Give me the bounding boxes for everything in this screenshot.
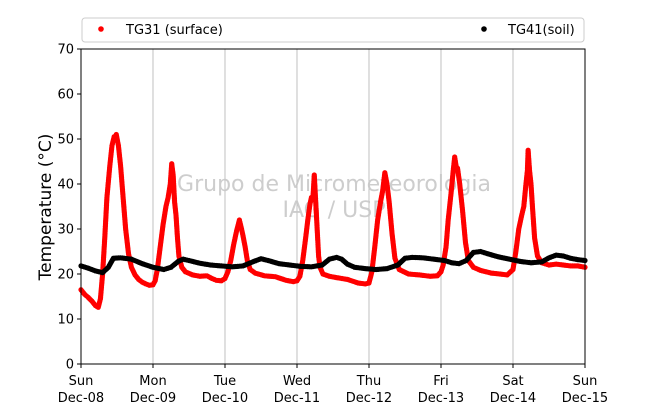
- x-axis: Sun Dec-08 Mon Dec-09 Tue Dec-10 Wed Dec-11 Thu D…: [58, 364, 608, 406]
- plot-frame: [80, 48, 586, 365]
- y-tick-label: 40: [57, 178, 74, 193]
- x-tick-date: Dec-12: [346, 391, 392, 406]
- legend-marker-soil: [481, 26, 487, 32]
- x-tick-date: Dec-08: [58, 391, 104, 406]
- watermark-line: IAG / USP: [283, 198, 386, 223]
- x-tick-day: Wed: [283, 374, 311, 389]
- series-layer: [78, 131, 588, 310]
- x-tick-date: Dec-09: [130, 391, 176, 406]
- series-soil: [78, 248, 588, 276]
- y-tick-label: 10: [57, 313, 74, 328]
- grid: [152, 49, 514, 364]
- x-tick-date: Dec-10: [202, 391, 248, 406]
- y-tick-label: 70: [57, 43, 74, 58]
- x-tick-date: Dec-14: [490, 391, 536, 406]
- x-tick-day: Sat: [502, 374, 523, 389]
- x-tick-day: Tue: [213, 374, 236, 389]
- legend-marker-surface: [98, 26, 104, 32]
- x-tick-day: Fri: [433, 374, 449, 389]
- x-tick-day: Thu: [356, 374, 381, 389]
- x-tick-date: Dec-13: [418, 391, 464, 406]
- y-axis-label: Temperature (°C): [36, 134, 56, 282]
- y-tick-label: 30: [57, 223, 74, 238]
- legend-label-surface: TG31 (surface): [125, 23, 223, 38]
- x-tick-date: Dec-11: [274, 391, 320, 406]
- series-surface: [78, 131, 588, 310]
- y-tick-label: 50: [57, 133, 74, 148]
- y-axis: 0 10 20 30 40 50 60 70: [57, 43, 81, 373]
- y-tick-label: 0: [66, 358, 74, 373]
- x-tick-day: Sun: [573, 374, 598, 389]
- legend-box: [81, 17, 585, 43]
- x-tick-day: Sun: [69, 374, 94, 389]
- y-tick-label: 60: [57, 88, 74, 103]
- x-tick-day: Mon: [139, 374, 166, 389]
- legend-label-soil: TG41(soil): [507, 23, 575, 38]
- watermark-line: Grupo de Micrometeorologia: [177, 172, 491, 197]
- x-tick-date: Dec-15: [562, 391, 608, 406]
- y-tick-label: 20: [57, 268, 74, 283]
- legend: TG31 (surface) TG41(soil): [81, 17, 585, 43]
